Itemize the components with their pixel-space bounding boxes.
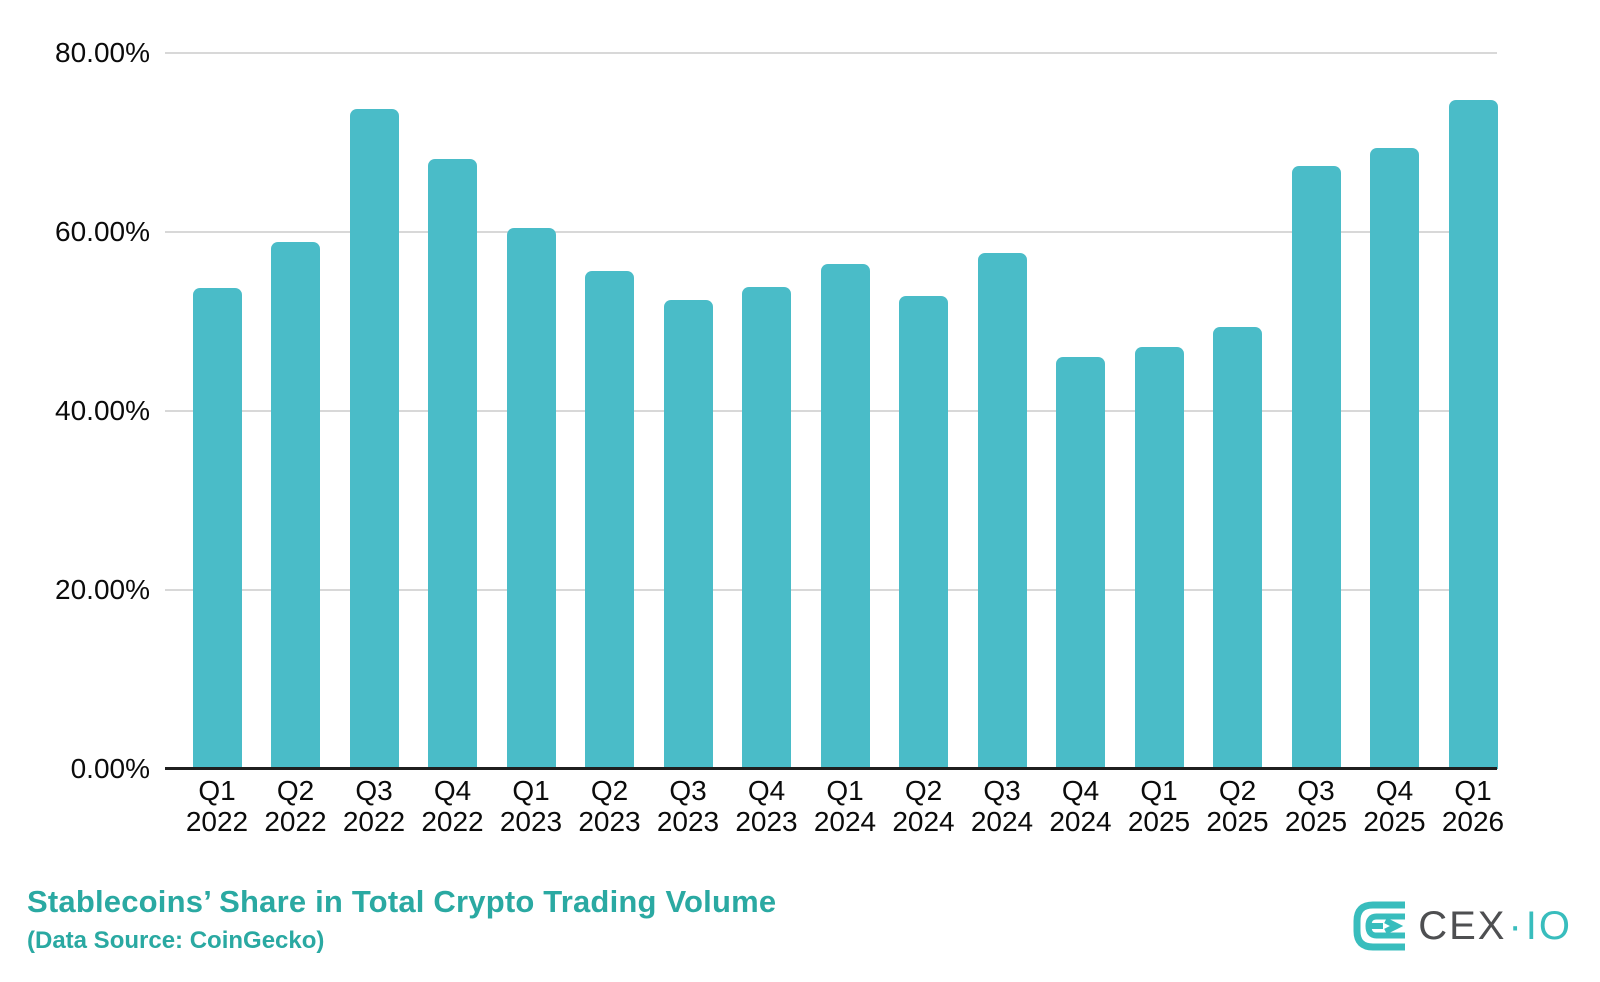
x-tick-year: 2022 [185, 806, 249, 837]
x-tick-quarter: Q4 [747, 775, 786, 806]
x-tick-year: 2023 [735, 806, 798, 837]
x-tick-year: 2023 [499, 806, 563, 837]
x-tick-quarter: Q1 [1140, 775, 1178, 806]
x-tick-year: 2022 [264, 806, 327, 837]
bar-q4-2022 [428, 158, 477, 769]
x-tick-label-q2-2022: Q2 2022 [251, 775, 341, 837]
bar-q4-2024 [1056, 357, 1105, 769]
x-tick-quarter: Q1 [1454, 775, 1492, 806]
x-tick-label-q1-2023: Q1 2023 [486, 775, 576, 837]
x-tick-year: 2022 [421, 806, 484, 837]
x-axis: Q1 2022 Q2 2022 Q3 2022 Q4 2022 Q1 2023 Q2 2023 Q3 20… [165, 775, 1504, 855]
x-tick-year: 2024 [813, 806, 877, 837]
y-axis: 80.00% 60.00% 40.00% 20.00% 0.00% [0, 37, 150, 784]
x-tick-year: 2026 [1441, 806, 1505, 837]
x-tick-label-q2-2023: Q2 2023 [565, 775, 655, 837]
bar-q1-2024 [820, 264, 870, 769]
logo-separator-dot: · [1508, 903, 1524, 948]
x-tick-year: 2024 [970, 806, 1034, 837]
x-tick-year: 2022 [342, 806, 406, 837]
x-tick-quarter: Q3 [1297, 775, 1335, 806]
bar-q2-2025 [1213, 326, 1262, 769]
bar-q3-2022 [349, 108, 399, 769]
x-axis-line [165, 767, 1497, 770]
x-tick-label-q1-2024: Q1 2024 [800, 775, 890, 837]
cexio-logo-text: CEX · IO [1418, 904, 1572, 949]
x-tick-label-q2-2024: Q2 2024 [879, 775, 969, 837]
x-tick-quarter: Q1 [512, 775, 550, 806]
logo-text-io: IO [1525, 903, 1572, 948]
x-tick-year: 2023 [578, 806, 641, 837]
x-tick-label-q1-2026: Q1 2026 [1428, 775, 1518, 837]
y-tick-label-60pct: 60.00% [55, 216, 150, 247]
x-tick-quarter: Q2 [590, 775, 629, 806]
x-tick-year: 2025 [1284, 806, 1348, 837]
x-tick-label-q4-2023: Q4 2023 [722, 775, 812, 837]
x-tick-label-q1-2025: Q1 2025 [1114, 775, 1204, 837]
x-tick-label-q4-2025: Q4 2025 [1350, 775, 1440, 837]
chart-subtitle: (Data Source: CoinGecko) [27, 927, 325, 954]
cexio-logo-icon [1350, 898, 1406, 954]
x-tick-quarter: Q2 [276, 775, 315, 806]
bar-q1-2025 [1134, 346, 1184, 769]
x-tick-year: 2025 [1206, 806, 1269, 837]
bar-q1-2023 [506, 228, 556, 769]
gridline-60pct [165, 231, 1497, 233]
x-tick-quarter: Q3 [355, 775, 393, 806]
x-tick-quarter: Q1 [198, 775, 236, 806]
x-tick-label-q3-2024: Q3 2024 [957, 775, 1047, 837]
chart-title: Stablecoins’ Share in Total Crypto Tradi… [27, 884, 777, 919]
bar-q2-2023 [585, 270, 634, 769]
x-tick-year: 2025 [1363, 806, 1426, 837]
x-tick-quarter: Q2 [904, 775, 943, 806]
bar-q3-2023 [663, 300, 713, 769]
x-tick-quarter: Q1 [826, 775, 864, 806]
bar-q2-2024 [899, 295, 948, 769]
x-tick-year: 2023 [656, 806, 720, 837]
plot-area [165, 52, 1498, 770]
x-tick-year: 2025 [1127, 806, 1191, 837]
x-tick-label-q4-2022: Q4 2022 [408, 775, 498, 837]
x-tick-quarter: Q4 [1061, 775, 1100, 806]
bar-q4-2025 [1370, 147, 1419, 769]
x-tick-quarter: Q4 [1375, 775, 1414, 806]
bar-q1-2022 [192, 288, 242, 769]
bar-q3-2025 [1291, 165, 1341, 769]
y-tick-label-40pct: 40.00% [55, 395, 150, 426]
x-tick-quarter: Q2 [1218, 775, 1257, 806]
x-tick-year: 2024 [1049, 806, 1112, 837]
x-tick-label-q3-2023: Q3 2023 [643, 775, 733, 837]
x-tick-label-q1-2022: Q1 2022 [172, 775, 262, 837]
x-tick-label-q2-2025: Q2 2025 [1193, 775, 1283, 837]
cexio-logo: CEX · IO [1350, 898, 1572, 954]
x-tick-label-q3-2025: Q3 2025 [1271, 775, 1361, 837]
x-tick-year: 2024 [892, 806, 955, 837]
bar-q2-2022 [271, 241, 320, 769]
x-tick-label-q4-2024: Q4 2024 [1036, 775, 1126, 837]
x-tick-label-q3-2022: Q3 2022 [329, 775, 419, 837]
bar-q4-2023 [742, 286, 791, 769]
x-tick-quarter: Q3 [669, 775, 707, 806]
y-tick-label-20pct: 20.00% [55, 574, 150, 605]
bar-q1-2026 [1448, 100, 1498, 769]
bar-q3-2024 [977, 253, 1027, 769]
x-tick-quarter: Q4 [433, 775, 472, 806]
y-tick-label-0pct: 0.00% [70, 753, 150, 784]
gridline-80pct [165, 52, 1497, 54]
y-tick-label-80pct: 80.00% [55, 37, 150, 68]
caption-block: Stablecoins’ Share in Total Crypto Tradi… [27, 884, 776, 955]
logo-text-cex: CEX [1418, 903, 1507, 948]
x-tick-quarter: Q3 [983, 775, 1021, 806]
